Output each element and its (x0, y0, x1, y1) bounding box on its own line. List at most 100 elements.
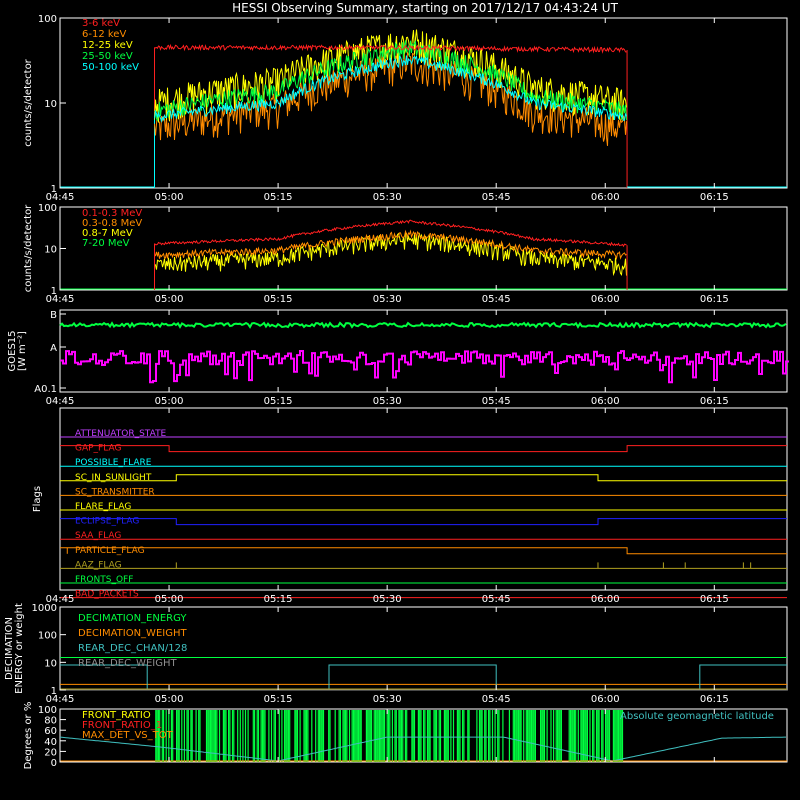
ratios-legend-item: FRONT_RATIO_1 (82, 720, 162, 731)
flags-xtick-label: 05:15 (264, 594, 293, 605)
rates-low-ytick-label: 1 (51, 184, 57, 195)
rates-low-xtick-label: 05:45 (482, 192, 511, 203)
goes-xtick-label: 05:15 (264, 396, 293, 407)
ratios-ylabel: Degrees or % (23, 702, 34, 770)
flags-xtick-label: 06:15 (700, 594, 729, 605)
rates-high-legend-item: 7-20 MeV (82, 238, 130, 249)
goes-xtick-label: 05:45 (482, 396, 511, 407)
goes-xtick-label: 06:00 (591, 396, 620, 407)
decimation-xtick-label: 06:15 (700, 694, 729, 705)
decimation-legend-item: DECIMATION_WEIGHT (78, 628, 187, 639)
rates-high-series-2 (154, 232, 627, 277)
goes-series-0 (59, 321, 787, 329)
decimation-xtick-label: 05:15 (264, 694, 293, 705)
decimation-xtick-label: 05:00 (155, 694, 184, 705)
rates-high-ytick-label: 1 (51, 286, 57, 297)
rates-high-xtick-label: 05:00 (155, 294, 184, 305)
flags-series-1 (60, 445, 787, 453)
rates-high-xtick-label: 06:15 (700, 294, 729, 305)
flags-legend-item: AAZ_FLAG (75, 560, 122, 570)
flags-legend-item: POSSIBLE_FLARE (75, 458, 152, 468)
goes-xtick-label: 05:30 (373, 396, 402, 407)
flags-frame (59, 407, 788, 591)
flags-legend-item: ECLIPSE_FLAG (75, 517, 139, 527)
decimation-legend-item: DECIMATION_ENERGY (78, 613, 187, 624)
flags-xtick-label: 05:45 (482, 594, 511, 605)
decimation-legend-item: REAR_DEC_CHAN/128 (78, 643, 187, 654)
decimation-xtick-label: 05:30 (373, 694, 402, 705)
ratios-legend-item: MAX_DET_VS_TOT (82, 730, 174, 741)
ratios-ytick-label: 100 (38, 705, 57, 716)
decimation-xtick-label: 06:00 (591, 694, 620, 705)
flags-legend-item: SC_TRANSMITTER (75, 487, 155, 497)
rates-high-ytick-label: 10 (44, 245, 57, 256)
goes-ytick-label: A (50, 343, 57, 354)
ratios-annotation: Absolute geomagnetic latitude (620, 711, 774, 722)
goes-ytick-label: A0.1 (34, 384, 57, 395)
rates-low-legend-item: 25-50 keV (82, 51, 133, 62)
flags-legend-item: FRONTS_OFF (75, 575, 133, 585)
flags-legend-item: FLARE_FLAG (75, 502, 131, 512)
decimation-ylabel: ENERGY or weight (14, 603, 25, 694)
rates-high-series-1 (154, 229, 627, 261)
rates-high-ylabel: counts/s/detector (23, 204, 34, 292)
decimation-series-2 (60, 664, 787, 691)
goes-xtick-label: 06:15 (700, 396, 729, 407)
flags-legend-item: PARTICLE_FLAG (75, 546, 145, 556)
rates-low-ytick-label: 100 (38, 14, 57, 25)
ratios-legend-item: FRONT_RATIO (82, 710, 151, 721)
rates-low-series-0 (154, 43, 627, 54)
goes-xtick-label: 05:00 (155, 396, 184, 407)
goes-ylabel: GOES15 (7, 330, 18, 371)
rates-low-legend-item: 50-100 keV (82, 62, 139, 73)
flags-series-3 (60, 474, 787, 482)
rates-low-legend-item: 6-12 keV (82, 29, 126, 40)
ratios-ytick-label: 0 (51, 758, 57, 769)
rates-low-legend-item: 12-25 keV (82, 40, 133, 51)
ratios-series-4 (59, 736, 786, 762)
decimation-ytick-label: 1 (51, 686, 57, 697)
ratios-ytick-label: 40 (44, 737, 57, 748)
goes-ylabel: [W m⁻²] (17, 331, 28, 371)
rates-high-xtick-label: 05:45 (482, 294, 511, 305)
flags-series-8 (60, 547, 787, 555)
goes-xtick-label: 04:45 (46, 396, 75, 407)
rates-low-xtick-label: 04:45 (46, 192, 75, 203)
flags-legend-item: BAD_PACKETS (75, 590, 139, 600)
decimation-ylabel: DECIMATION (4, 617, 15, 680)
decimation-ytick-label: 10 (44, 658, 57, 669)
rates-low-ylabel: counts/s/detector (23, 58, 34, 146)
rates-low-ytick-label: 10 (44, 99, 57, 110)
flags-xtick-label: 04:45 (46, 594, 75, 605)
rates-low-xtick-label: 06:00 (591, 192, 620, 203)
ratios-ytick-label: 60 (44, 726, 57, 737)
rates-low-series-4 (154, 55, 627, 123)
goes-ytick-label: B (50, 310, 57, 321)
chart-title: HESSI Observing Summary, starting on 201… (232, 1, 618, 15)
rates-low-xtick-label: 05:15 (264, 192, 293, 203)
flags-legend-item: SC_IN_SUNLIGHT (75, 473, 152, 483)
rates-high-series-0 (154, 219, 627, 248)
rates-low-xtick-label: 05:00 (155, 192, 184, 203)
flags-legend-item: SAA_FLAG (75, 531, 121, 541)
rates-high-legend-item: 0.3-0.8 MeV (82, 218, 142, 229)
decimation-xtick-label: 05:45 (482, 694, 511, 705)
rates-low-xtick-label: 05:30 (373, 192, 402, 203)
rates-low-xtick-label: 06:15 (700, 192, 729, 203)
flags-xtick-label: 05:30 (373, 594, 402, 605)
rates-high-xtick-label: 05:15 (264, 294, 293, 305)
decimation-ytick-label: 1000 (32, 603, 57, 614)
rates-high-xtick-label: 04:45 (46, 294, 75, 305)
flags-ylabel: Flags (32, 486, 43, 512)
rates-high-xtick-label: 05:30 (373, 294, 402, 305)
flags-xtick-label: 05:00 (155, 594, 184, 605)
rates-low-legend-item: 3-6 keV (82, 18, 120, 29)
decimation-xtick-label: 04:45 (46, 694, 75, 705)
rates-high-legend-item: 0.1-0.3 MeV (82, 208, 142, 219)
goes-series-1 (60, 350, 789, 384)
rates-high-ytick-label: 100 (38, 203, 57, 214)
ratios-ytick-label: 20 (44, 747, 57, 758)
decimation-legend-item: REAR_DEC_WEIGHT (78, 658, 177, 669)
decimation-ytick-label: 100 (38, 631, 57, 642)
